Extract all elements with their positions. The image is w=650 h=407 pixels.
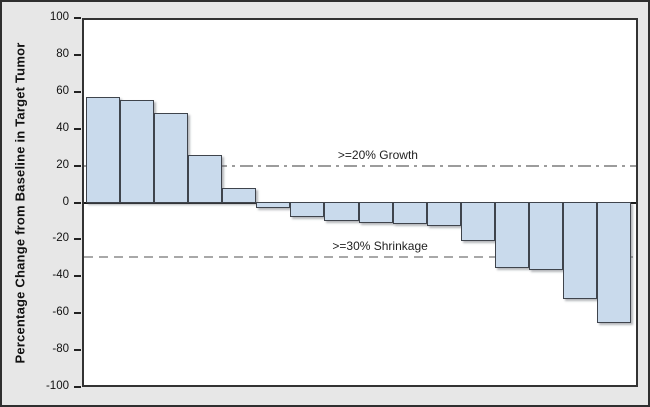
tumor-change-bar <box>222 187 257 204</box>
y-tick-mark <box>74 17 81 19</box>
y-tick-mark <box>74 90 81 93</box>
tumor-change-bar <box>460 201 495 241</box>
y-tick-mark <box>74 349 81 352</box>
y-tick-label: -20 <box>52 232 69 245</box>
y-tick-mark <box>74 312 81 315</box>
y-tick-label: -40 <box>52 269 69 282</box>
tumor-change-bar <box>426 201 461 227</box>
tumor-change-bar <box>358 201 393 223</box>
bars-container <box>86 20 631 385</box>
y-axis: 100 80 60 40 20 0 -20 -40 -60 -80 -100 <box>2 11 82 392</box>
tumor-change-bar <box>392 201 427 225</box>
tumor-change-bar <box>596 201 631 323</box>
y-tick-label: -80 <box>52 343 69 356</box>
tumor-change-bar <box>256 201 291 208</box>
y-tick-label: 0 <box>62 195 69 208</box>
y-tick-label: 40 <box>56 121 69 134</box>
y-tick-label: -60 <box>52 306 69 319</box>
tumor-change-bar <box>494 201 529 269</box>
growth-reference-line <box>84 165 636 167</box>
growth-reference-label: >=20% Growth <box>337 148 418 162</box>
y-tick-mark <box>74 127 81 130</box>
y-tick-label: 100 <box>49 11 69 23</box>
y-tick-mark <box>74 238 81 241</box>
tumor-change-bar <box>120 100 155 204</box>
tumor-change-bar <box>528 201 563 271</box>
y-tick-label: 20 <box>56 158 69 171</box>
y-tick-label: -100 <box>45 380 69 392</box>
shrinkage-reference-label: >=30% Shrinkage <box>332 239 428 254</box>
shrinkage-reference-line <box>84 256 636 259</box>
y-tick-mark <box>74 386 81 388</box>
tumor-change-bar <box>324 201 359 221</box>
tumor-change-bar <box>86 96 121 204</box>
tumor-change-bar <box>188 155 223 204</box>
tumor-change-bar <box>154 113 189 204</box>
tumor-change-bar <box>290 201 325 218</box>
y-tick-mark <box>74 164 81 167</box>
y-tick-mark <box>74 275 81 278</box>
plot-area: >=20% Growth >=30% Shrinkage <box>82 18 638 387</box>
tumor-change-bar <box>562 201 597 300</box>
y-tick-label: 60 <box>56 84 69 97</box>
y-tick-mark <box>74 53 81 56</box>
y-tick-mark <box>74 201 81 204</box>
y-tick-label: 80 <box>56 47 69 60</box>
